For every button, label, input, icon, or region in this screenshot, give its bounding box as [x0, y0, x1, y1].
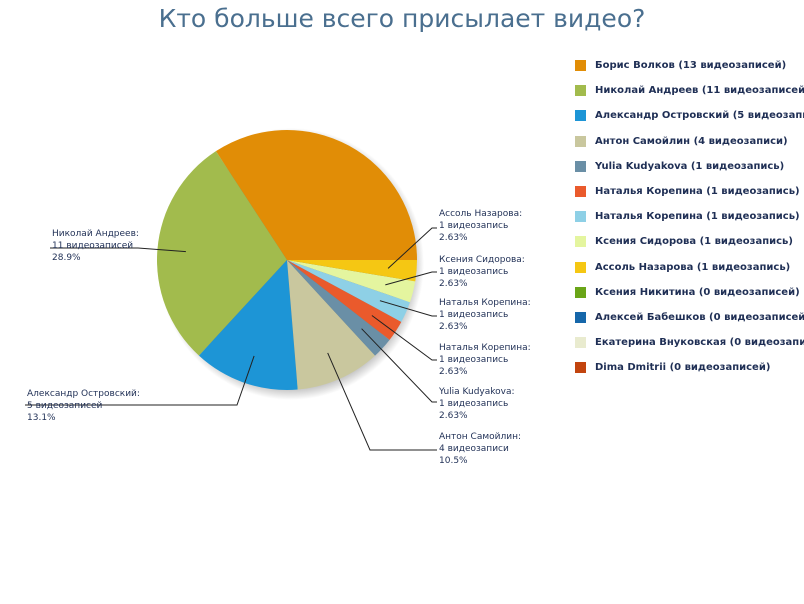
- leader-line: [379, 300, 437, 317]
- pie-slice: [215, 130, 417, 260]
- legend-swatch: [575, 85, 586, 97]
- legend-item: Yulia Kudyakova (1 видеозапись): [575, 154, 804, 179]
- legend-label: Ассоль Назарова (1 видеозапись): [595, 261, 791, 273]
- slice-label: Наталья Корепина: 1 видеозапись 2.63%: [439, 298, 531, 332]
- leader-line: [387, 227, 437, 269]
- legend-item: Антон Самойлин (4 видеозаписи): [575, 129, 804, 154]
- legend-item: Ксения Сидорова (1 видеозапись): [575, 229, 804, 254]
- pie-slice: [157, 151, 287, 356]
- legend-label: Ксения Никитина (0 видеозаписей): [595, 286, 800, 298]
- legend-label: Антон Самойлин (4 видеозаписи): [595, 135, 788, 147]
- legend-item: Борис Волков (13 видеозаписей): [575, 53, 804, 78]
- legend-swatch: [575, 236, 586, 248]
- leader-line: [327, 352, 437, 451]
- legend-swatch: [575, 261, 586, 273]
- leader-line: [50, 247, 186, 253]
- legend-swatch: [575, 337, 586, 349]
- legend-item: Александр Островский (5 видеозаписей): [575, 103, 804, 128]
- legend-item: Алексей Бабешков (0 видеозаписей): [575, 305, 804, 330]
- slice-label: Николай Андреев: 11 видеозаписей 28.9%: [52, 229, 139, 263]
- legend-label: Николай Андреев (11 видеозаписей): [595, 85, 804, 97]
- chart-title: Кто больше всего присылает видео?: [158, 4, 646, 33]
- legend: Борис Волков (13 видеозаписей) Николай Ан…: [575, 53, 804, 380]
- legend-label: Екатерина Внуковская (0 видеозаписей): [595, 337, 804, 349]
- legend-item: Наталья Корепина (1 видеозапись): [575, 204, 804, 229]
- legend-item: Екатерина Внуковская (0 видеозаписей): [575, 330, 804, 355]
- pie-slice: [287, 260, 416, 303]
- slice-label: Антон Самойлин: 4 видеозаписи 10.5%: [439, 432, 521, 466]
- legend-swatch: [575, 362, 586, 374]
- legend-swatch: [575, 311, 586, 323]
- legend-swatch: [575, 186, 586, 198]
- slice-label: Александр Островский: 5 видеозаписей 13.1%: [27, 389, 140, 423]
- legend-label: Алексей Бабешков (0 видеозаписей): [595, 311, 804, 323]
- legend-item: Наталья Корепина (1 видеозапись): [575, 179, 804, 204]
- legend-label: Александр Островский (5 видеозаписей): [595, 110, 804, 122]
- pie-slice: [287, 260, 410, 322]
- legend-label: Yulia Kudyakova (1 видеозапись): [595, 160, 785, 172]
- legend-label: Борис Волков (13 видеозаписей): [595, 60, 787, 72]
- legend-label: Наталья Корепина (1 видеозапись): [595, 186, 800, 198]
- legend-item: Dima Dmitrii (0 видеозаписей): [575, 355, 804, 380]
- legend-swatch: [575, 160, 586, 172]
- pie-slice: [287, 260, 402, 340]
- slice-label: Yulia Kudyakova: 1 видеозапись 2.63%: [438, 387, 515, 421]
- legend-swatch: [575, 110, 586, 122]
- pie-slice: [287, 260, 376, 390]
- legend-swatch: [575, 60, 586, 72]
- slice-label: Ксения Сидорова: 1 видеозапись 2.63%: [439, 255, 525, 289]
- legend-label: Ксения Сидорова (1 видеозапись): [595, 236, 793, 248]
- slice-label: Ассоль Назарова: 1 видеозапись 2.63%: [439, 209, 522, 243]
- slice-label: Наталья Корепина: 1 видеозапись 2.63%: [439, 343, 531, 377]
- leader-line: [385, 271, 437, 286]
- legend-item: Ксения Никитина (0 видеозаписей): [575, 280, 804, 305]
- legend-label: Наталья Корепина (1 видеозапись): [595, 211, 800, 223]
- legend-swatch: [575, 211, 586, 223]
- leader-line: [25, 355, 255, 406]
- pie-slice: [198, 260, 298, 391]
- legend-item: Николай Андреев (11 видеозаписей): [575, 78, 804, 103]
- legend-item: Ассоль Назарова (1 видеозапись): [575, 255, 804, 280]
- legend-swatch: [575, 286, 586, 298]
- legend-label: Dima Dmitrii (0 видеозаписей): [595, 362, 771, 374]
- leader-line: [371, 315, 437, 361]
- legend-swatch: [575, 135, 586, 147]
- pie-slice: [287, 260, 417, 282]
- leader-line: [361, 328, 437, 403]
